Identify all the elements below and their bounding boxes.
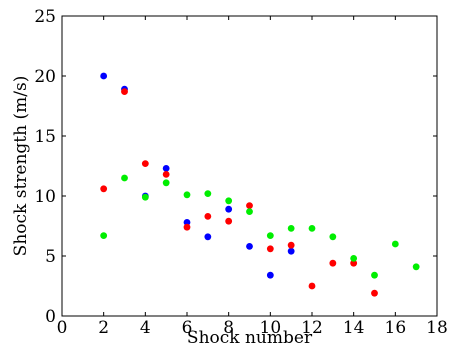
data-point	[391, 240, 399, 248]
x-axis-ticks: 0 2 4 6 8 10 12 14 16 18	[57, 16, 448, 338]
data-point	[121, 88, 128, 95]
data-point	[371, 289, 378, 297]
data-point	[204, 190, 212, 198]
x-tick-label: 10	[260, 318, 282, 338]
x-tick-label: 0	[57, 318, 68, 338]
data-point	[204, 233, 212, 241]
data-point	[225, 217, 233, 225]
data-point	[266, 245, 274, 253]
data-point	[308, 282, 316, 290]
data-point	[371, 271, 378, 279]
data-point	[329, 233, 337, 241]
data-point	[329, 259, 337, 267]
data-point	[225, 205, 233, 213]
data-point	[287, 241, 295, 249]
series-0	[100, 72, 295, 279]
data-point	[246, 202, 253, 210]
data-point	[266, 271, 274, 279]
data-point	[141, 193, 149, 201]
x-tick-label: 2	[98, 318, 109, 338]
data-point	[141, 160, 149, 168]
x-tick-label: 4	[140, 318, 151, 338]
series-1	[100, 88, 378, 297]
x-tick-label: 8	[223, 318, 234, 338]
data-points	[100, 72, 420, 297]
data-point	[162, 171, 170, 178]
data-point	[204, 213, 212, 220]
data-point	[246, 243, 253, 250]
x-axis-title: Shock number	[187, 328, 313, 348]
y-tick-label: 15	[34, 127, 56, 147]
data-point	[162, 165, 170, 172]
data-point	[100, 185, 108, 193]
data-point	[350, 255, 358, 262]
plot-frame	[61, 15, 438, 317]
y-tick-label: 25	[34, 7, 56, 27]
series-2	[100, 174, 420, 279]
data-point	[183, 191, 191, 199]
data-point	[100, 232, 108, 240]
y-axis-ticks: 0 5 10 15 20 25	[34, 7, 437, 327]
data-point	[350, 259, 358, 267]
y-tick-label: 20	[34, 67, 56, 87]
x-tick-label: 16	[385, 318, 407, 338]
data-point	[121, 174, 128, 182]
data-point	[266, 232, 274, 240]
data-point	[100, 72, 108, 80]
data-point	[412, 263, 420, 271]
x-tick-label: 12	[301, 318, 323, 338]
data-point	[162, 179, 170, 187]
x-tick-label: 18	[426, 318, 448, 338]
axes	[61, 15, 438, 317]
y-axis-title: Shock strength (m/s)	[11, 76, 31, 257]
y-tick-label: 5	[45, 247, 56, 267]
data-point	[246, 208, 253, 216]
data-point	[287, 225, 295, 232]
data-point	[183, 223, 191, 231]
data-point	[225, 197, 233, 205]
data-point	[183, 219, 191, 226]
x-tick-label: 6	[182, 318, 193, 338]
data-point	[287, 247, 295, 255]
data-point	[308, 225, 316, 232]
y-tick-label: 0	[45, 307, 56, 327]
x-tick-label: 14	[343, 318, 365, 338]
y-tick-label: 10	[34, 187, 56, 207]
